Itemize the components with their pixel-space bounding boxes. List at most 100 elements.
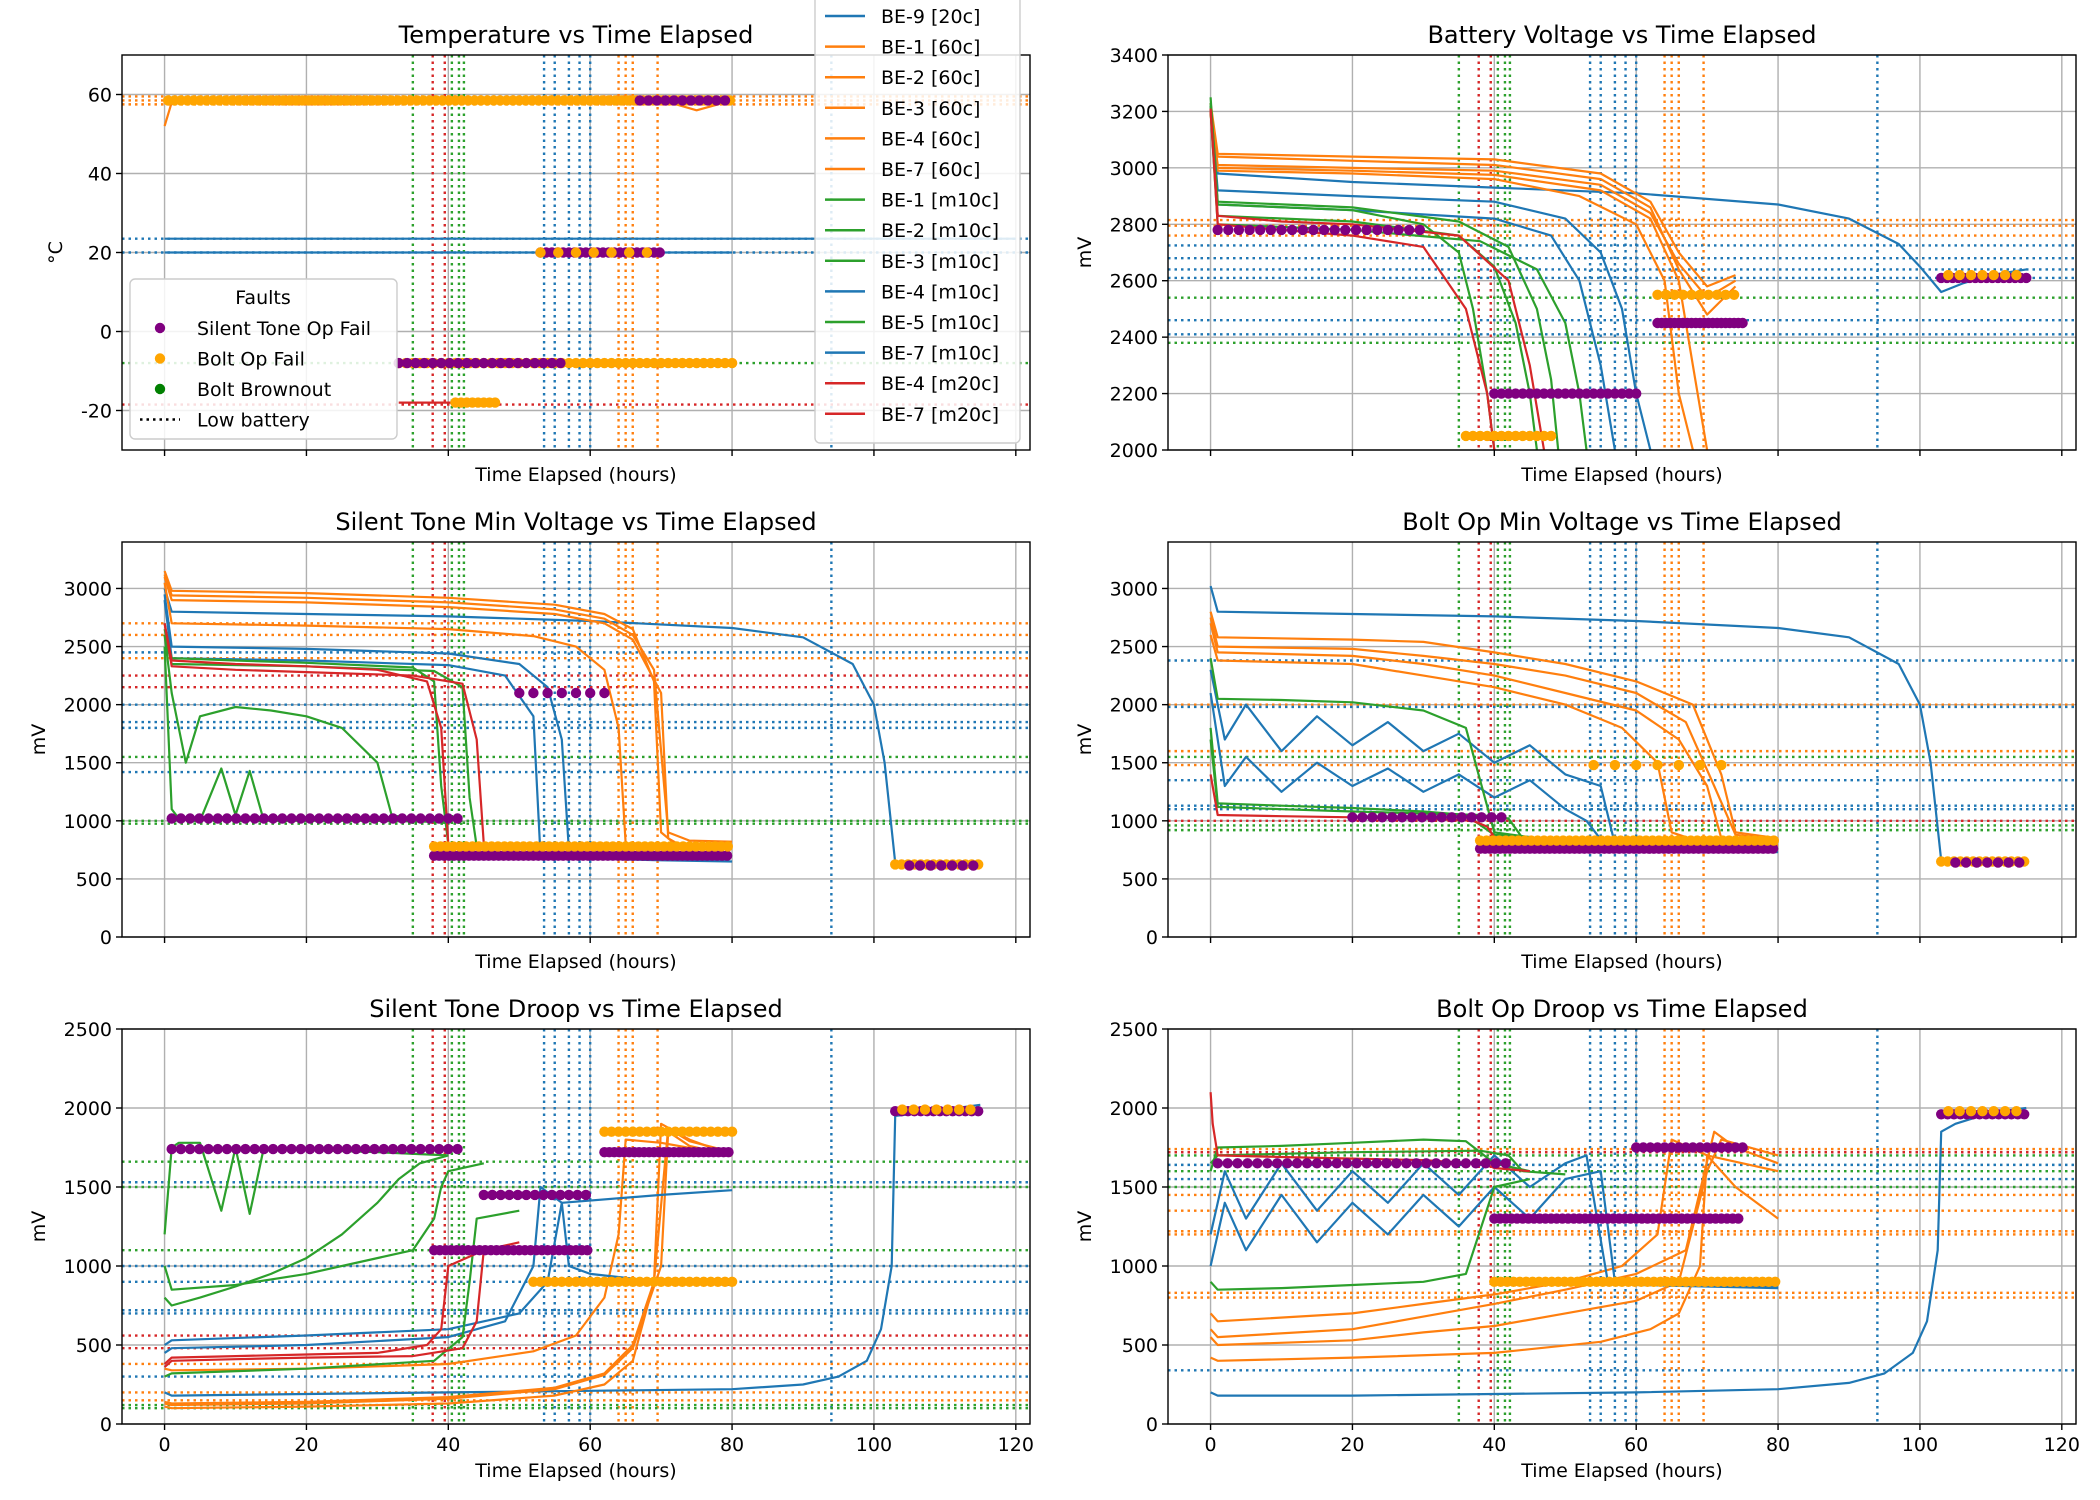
fault-marker — [1367, 812, 1378, 823]
plot-area — [1168, 55, 2076, 450]
fault-marker — [1686, 289, 1697, 300]
y-tick-label: 500 — [76, 869, 112, 891]
fault-marker — [1703, 289, 1714, 300]
fault-marker — [521, 1189, 532, 1201]
fault-run-2 — [478, 1189, 592, 1201]
series-line-6 — [1209, 105, 1652, 450]
fault-marker — [350, 813, 362, 824]
fault-marker — [1677, 289, 1689, 300]
y-axis-label: °C — [45, 241, 67, 264]
chart-title: Silent Tone Min Voltage vs Time Elapsed — [335, 508, 816, 536]
fault-marker — [1720, 289, 1731, 300]
x-axis-label: Time Elapsed (hours) — [474, 464, 676, 486]
chart-bomin: 0 500 1000 1500 2000 2500 3000 Bolt Op Min Volt… — [1074, 508, 2077, 973]
x-tick-label: 0 — [1205, 1434, 1217, 1456]
fault-run-1 — [1489, 1213, 1744, 1224]
fault-marker — [221, 813, 233, 824]
y-tick-label: 2000 — [64, 1098, 112, 1120]
series-line-6 — [1209, 692, 1779, 854]
fault-marker — [538, 357, 549, 369]
series-line-1 — [1209, 102, 1736, 288]
x-axis-label: Time Elapsed (hours) — [474, 1460, 676, 1482]
low-battery-lines — [1168, 542, 2076, 937]
series-line-1 — [1209, 611, 1779, 840]
fault-marker — [585, 687, 596, 699]
fault-marker — [542, 687, 553, 699]
fault-marker — [419, 357, 430, 369]
fault-marker — [350, 1143, 362, 1155]
fault-marker — [1321, 1158, 1333, 1169]
series-legend-box — [814, 0, 1021, 444]
faults-legend-marker — [154, 383, 166, 395]
fault-markers — [162, 95, 738, 408]
fault-marker — [2021, 272, 2032, 284]
fault-marker — [1954, 1106, 1965, 1117]
fault-run-3 — [535, 247, 653, 258]
fault-marker — [1466, 812, 1477, 823]
axes-frame — [121, 541, 1031, 938]
series-line-10 — [164, 1209, 520, 1378]
fault-marker — [685, 95, 697, 106]
fault-marker — [570, 247, 582, 258]
fault-marker — [433, 1143, 445, 1155]
series-lines — [1209, 97, 2027, 450]
chart-title: Silent Tone Droop vs Time Elapsed — [369, 995, 782, 1023]
fault-marker — [1272, 1158, 1283, 1169]
fault-marker — [175, 813, 187, 824]
y-tick-label: 2500 — [1110, 1019, 1158, 1041]
x-tick-label: 40 — [436, 1434, 460, 1456]
fault-marker — [719, 95, 731, 106]
fault-run-6 — [1943, 269, 2022, 281]
fault-marker — [1496, 812, 1507, 823]
fault-marker — [1387, 812, 1398, 823]
fault-run-7 — [897, 1104, 976, 1115]
x-tick-label: 0 — [159, 1434, 171, 1456]
faults-legend-label: Low battery — [197, 410, 310, 432]
chart-title: Bolt Op Min Voltage vs Time Elapsed — [1402, 508, 1841, 536]
fault-marker — [341, 813, 353, 824]
fault-marker — [360, 813, 371, 824]
y-tick-label: 0 — [1146, 1414, 1158, 1436]
fault-marker — [332, 1143, 343, 1155]
y-axis-label: mV — [1074, 237, 1096, 269]
fault-marker — [1381, 1158, 1392, 1169]
chart-bodroop: 0 20 40 60 80 100 120 0 500 1000 1500 2000 2500 Bolt … — [1074, 995, 2080, 1482]
fault-marker — [1446, 812, 1458, 823]
fault-marker — [1396, 812, 1408, 823]
fault-marker — [1436, 812, 1448, 823]
fault-markers — [1212, 224, 2032, 442]
x-tick-label: 100 — [856, 1434, 892, 1456]
fault-marker — [555, 357, 566, 369]
fault-marker — [240, 813, 251, 824]
fault-marker — [1286, 224, 1298, 236]
fault-marker — [546, 357, 558, 369]
fault-run-3 — [1652, 289, 1740, 300]
low-battery-lines — [122, 1029, 1030, 1424]
series-line-2 — [163, 576, 733, 848]
fault-marker — [1476, 812, 1487, 823]
fault-marker — [1960, 857, 1972, 868]
fault-marker — [1965, 1106, 1977, 1117]
fault-run-2 — [1652, 317, 1748, 329]
fault-marker — [277, 1143, 288, 1155]
fault-marker — [184, 813, 196, 824]
fault-marker — [521, 357, 532, 369]
y-tick-label: 2000 — [1110, 1098, 1158, 1120]
fault-marker — [1660, 289, 1672, 300]
fault-marker — [1331, 1158, 1343, 1169]
fault-marker — [277, 813, 288, 824]
faults-legend-title: Faults — [235, 287, 291, 309]
fault-marker — [1767, 843, 1779, 854]
fault-marker — [1982, 857, 1993, 868]
series-line-11 — [163, 1249, 485, 1365]
fault-marker — [478, 357, 489, 369]
fault-marker — [369, 813, 380, 824]
fault-marker — [478, 1189, 489, 1201]
fault-marker — [1357, 812, 1368, 823]
faults-legend-marker — [154, 353, 166, 364]
fault-marker — [711, 95, 722, 106]
fault-marker — [660, 95, 671, 106]
plot-area — [122, 1029, 1030, 1424]
axes-frame — [1167, 1028, 2077, 1425]
fault-marker — [1404, 224, 1415, 236]
